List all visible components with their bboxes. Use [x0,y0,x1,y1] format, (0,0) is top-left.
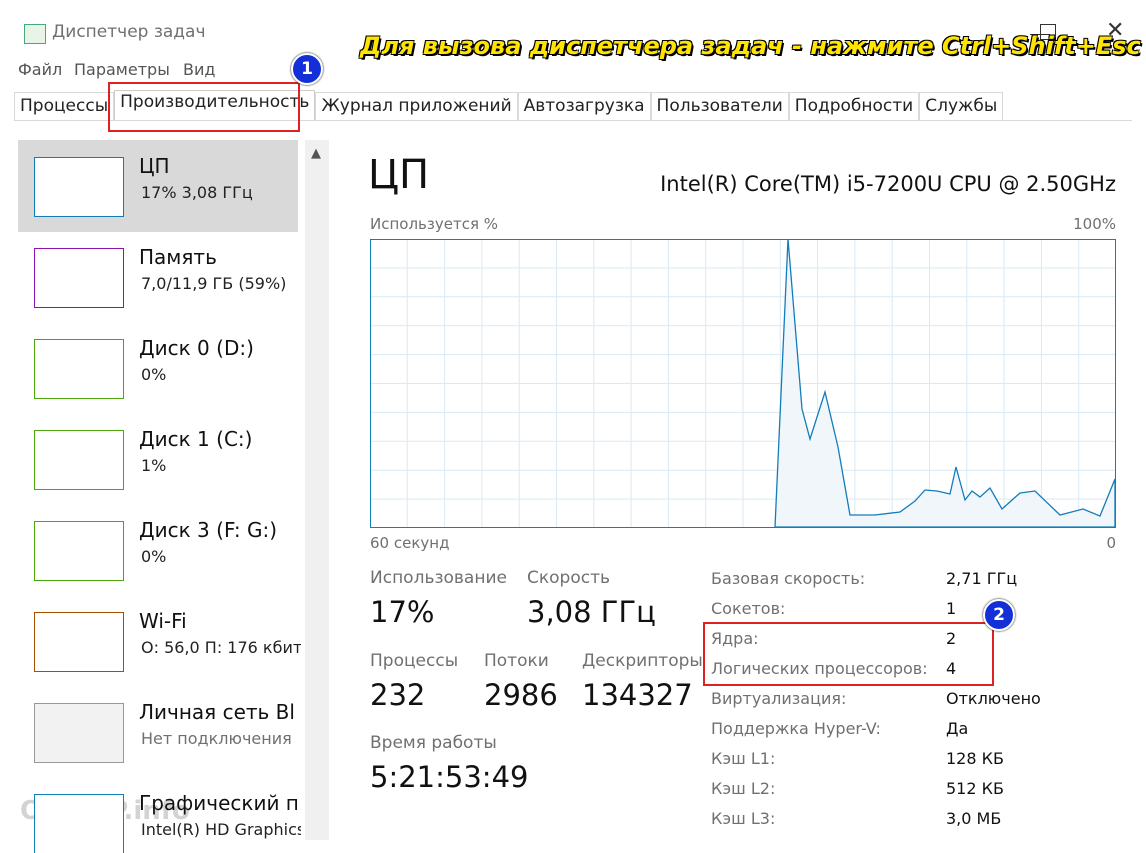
spec-label: Виртуализация: [711,689,847,708]
tab-bar: Процессы Производительность Журнал приложе… [14,90,1004,120]
graph-time: 60 секунд [370,534,450,552]
menu-item[interactable]: Файл [18,60,63,79]
menu-item[interactable]: Вид [183,60,216,79]
cpu-model: Intel(R) Core(TM) i5-7200U CPU @ 2.50GHz [660,172,1116,196]
sidebar-name: Диск 0 (D:) [139,336,254,360]
tab[interactable]: Производительность [114,90,316,120]
sidebar-detail: 7,0/11,9 ГБ (59%) [141,274,287,293]
sidebar-thumb [34,339,124,399]
spec-value: 1 [946,599,957,618]
scrollbar[interactable] [305,140,329,840]
spec-value: 3,0 МБ [946,809,1002,828]
spec-label: Кэш L2: [711,779,776,798]
sidebar-thumb [34,248,124,308]
badge: 1 [291,53,323,85]
tab[interactable]: Автозагрузка [517,92,651,120]
scroll-up[interactable]: ▲ [311,146,321,161]
cpu-usage-line [774,239,1116,528]
sidebar-detail: О: 56,0 П: 176 кбит [141,638,301,657]
stat-value: 2986 [484,678,558,712]
stat-value: 5:21:53:49 [370,760,529,794]
stat-value: 17% [370,595,435,629]
graph-max: 100% [1073,215,1116,233]
stat-label: Дескрипторы [582,651,703,671]
sidebar-name: Wi-Fi [139,609,187,633]
sidebar-name: Диск 1 (C:) [139,427,253,451]
maximize[interactable] [1040,24,1056,40]
sidebar-detail: Intel(R) HD Graphics [141,820,301,839]
divider [14,120,1132,121]
spec-label: Базовая скорость: [711,569,866,588]
sidebar-name: Личная сеть Bl [139,700,295,724]
stat-label: Процессы [370,651,459,671]
cpu-title: ЦП [368,152,430,198]
spec-value: 2,71 ГГц [946,569,1018,588]
sidebar-thumb [34,794,124,853]
tab[interactable]: Службы [919,92,1004,120]
stat-value: 232 [370,678,426,712]
menu-item[interactable]: Параметры [74,60,170,79]
app-icon [24,24,46,44]
spec-label: Кэш L3: [711,809,776,828]
sidebar-detail: 1% [141,456,167,475]
spec-label: Ядра: [711,629,759,648]
stat-label: Скорость [527,568,610,588]
sidebar-thumb [34,157,124,217]
stat-value: 3,08 ГГц [527,595,656,629]
highlight-box [108,82,300,132]
tab[interactable]: Пользователи [650,92,789,120]
annotation: Для вызова диспетчера задач - нажмите Ct… [360,32,1141,60]
stat-label: Время работы [370,733,497,753]
window-title: Диспетчер задач [52,22,206,42]
spec-label: Кэш L1: [711,749,776,768]
highlight-box [703,622,994,686]
spec-value: 2 [946,629,957,648]
sidebar-name: Диск 3 (F: G:) [139,518,278,542]
spec-label: Логических процессоров: [711,659,928,678]
tab[interactable]: Процессы [14,92,115,120]
spec-label: Поддержка Hyper-V: [711,719,881,738]
sidebar-name: Память [139,245,217,269]
badge: 2 [983,599,1015,631]
graph-min: 0 [1106,534,1116,552]
tab[interactable]: Журнал приложений [315,92,518,120]
sidebar-thumb [34,521,124,581]
sidebar-name: ЦП [139,154,170,178]
spec-value: 128 КБ [946,749,1004,768]
sidebar-detail: 0% [141,365,167,384]
sidebar-thumb [34,612,124,672]
stat-value: 134327 [582,678,693,712]
graph-border [370,239,1116,528]
spec-label: Сокетов: [711,599,786,618]
spec-value: Отключено [946,689,1041,708]
sidebar-name: Графический п [139,791,299,815]
spec-value: 4 [946,659,957,678]
sidebar-detail: Нет подключения [141,729,292,748]
stat-label: Потоки [484,651,549,671]
stat-label: Использование [370,568,507,588]
sidebar-thumb [34,703,124,763]
sidebar-thumb [34,430,124,490]
cpu-graph [370,239,1116,528]
spec-value: 512 КБ [946,779,1004,798]
graph-label: Используется % [370,215,498,233]
spec-value: Да [946,719,969,738]
close[interactable]: ✕ [1106,18,1125,43]
sidebar-detail: 0% [141,547,167,566]
sidebar-detail: 17% 3,08 ГГц [141,183,253,202]
tab[interactable]: Подробности [788,92,920,120]
